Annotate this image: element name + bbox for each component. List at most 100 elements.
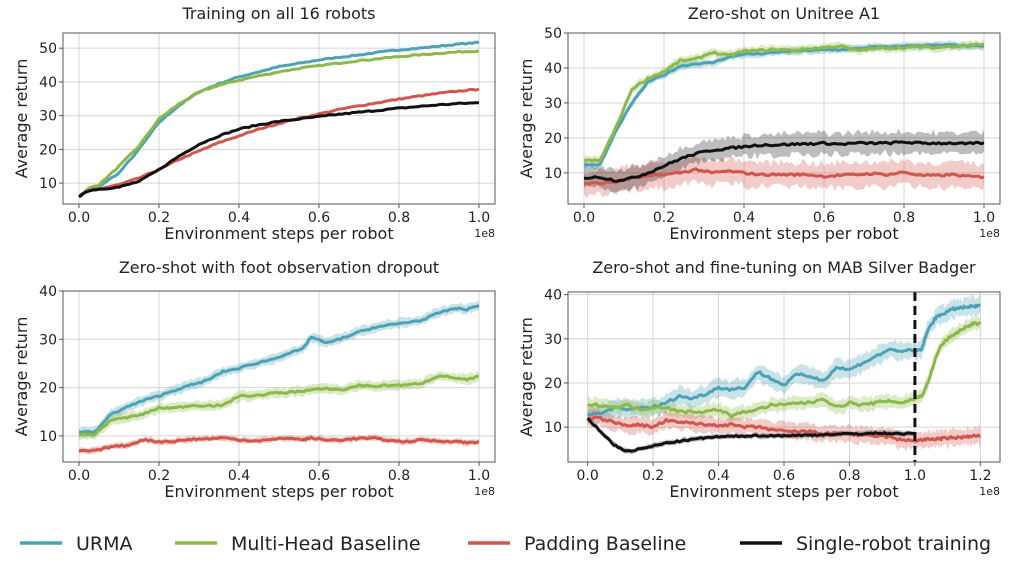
- y-axis-label: Average return: [517, 317, 536, 437]
- legend-item: Single-robot training: [740, 533, 991, 555]
- legend-label: Padding Baseline: [524, 533, 686, 555]
- x-axis-multiplier: 1e8: [474, 227, 495, 240]
- y-axis-label: Average return: [12, 317, 31, 437]
- x-tick-label: 0.6: [813, 210, 835, 226]
- plot-area: [78, 300, 480, 455]
- confidence-band: [587, 314, 981, 422]
- x-tick-label: 0.8: [893, 210, 915, 226]
- x-tick-label: 0.8: [838, 468, 860, 484]
- x-axis-label: Environment steps per robot: [164, 224, 393, 243]
- x-tick-label: 0.6: [773, 468, 795, 484]
- x-axis-label: Environment steps per robot: [669, 482, 898, 501]
- panel-4: Zero-shot and fine-tuning on MAB Silver …: [517, 258, 1001, 501]
- series-line-multi-head-baseline: [79, 374, 480, 437]
- plot-area: [583, 39, 985, 199]
- x-tick-label: 1.0: [973, 210, 995, 226]
- legend-item: URMA: [20, 533, 133, 555]
- confidence-band: [79, 370, 479, 441]
- x-tick-label: 0.4: [707, 468, 729, 484]
- x-axis-multiplier: 1e8: [474, 485, 495, 498]
- x-tick-label: 1.2: [969, 468, 991, 484]
- series-line-padding-baseline: [583, 167, 985, 186]
- plot-area: [77, 40, 480, 199]
- y-tick-label: 30: [39, 109, 57, 125]
- x-tick-label: 0.6: [308, 210, 330, 226]
- legend: URMA Multi-Head Baseline Padding Baseline S…: [20, 533, 991, 555]
- legend-item: Padding Baseline: [468, 533, 686, 555]
- y-tick-label: 20: [544, 131, 562, 147]
- panel-2: Zero-shot on Unitree A1 0.0 0.2 0.4 0.6 0.8 1.…: [517, 4, 1001, 243]
- legend-label: URMA: [76, 533, 133, 555]
- series-line-urma: [77, 40, 480, 198]
- series-line-urma: [586, 303, 981, 417]
- x-axis-label: Environment steps per robot: [164, 482, 393, 501]
- y-tick-label: 50: [39, 41, 57, 57]
- chart-title: Training on all 16 robots: [181, 4, 375, 23]
- series-line-multi-head-baseline: [77, 49, 480, 198]
- legend-label: Multi-Head Baseline: [231, 533, 421, 555]
- x-tick-label: 0.4: [228, 468, 250, 484]
- series-line-single-robot-training: [78, 101, 479, 198]
- y-tick-label: 20: [39, 142, 57, 158]
- series-line-multi-head-baseline: [583, 42, 985, 163]
- x-tick-label: 0.4: [228, 210, 250, 226]
- series-line-padding-baseline: [78, 435, 480, 453]
- y-tick-label: 30: [544, 332, 562, 348]
- series-line-padding-baseline: [587, 415, 981, 443]
- y-tick-label: 10: [39, 176, 57, 192]
- x-axis-label: Environment steps per robot: [669, 224, 898, 243]
- x-tick-label: 1.0: [904, 468, 926, 484]
- confidence-band: [584, 155, 984, 199]
- panel-1: Training on all 16 robots 0.0 0.2 0.4 0.6 0.8…: [12, 4, 496, 243]
- y-axis-label: Average return: [12, 59, 31, 179]
- axes-frame: [62, 32, 496, 205]
- x-tick-label: 1.0: [468, 468, 490, 484]
- y-tick-label: 10: [544, 420, 562, 436]
- x-tick-label: 0.2: [148, 468, 170, 484]
- x-tick-label: 1.0: [468, 210, 490, 226]
- y-tick-label: 20: [39, 381, 57, 397]
- legend-label: Single-robot training: [796, 533, 991, 555]
- x-tick-label: 0.6: [308, 468, 330, 484]
- legend-item: Multi-Head Baseline: [175, 533, 421, 555]
- confidence-band: [584, 128, 984, 193]
- axes-frame: [62, 290, 496, 463]
- plot-area: [586, 294, 982, 455]
- y-tick-label: 10: [39, 429, 57, 445]
- x-tick-label: 0.8: [388, 210, 410, 226]
- y-tick-label: 10: [544, 166, 562, 182]
- y-tick-label: 40: [544, 288, 562, 304]
- y-tick-label: 40: [39, 75, 57, 91]
- y-axis-label: Average return: [517, 59, 536, 179]
- confidence-band: [587, 294, 981, 424]
- x-tick-label: 0.0: [577, 468, 599, 484]
- x-tick-label: 0.8: [388, 468, 410, 484]
- x-tick-label: 0.0: [68, 468, 90, 484]
- series-line-multi-head-baseline: [587, 320, 982, 419]
- x-tick-label: 0.0: [68, 210, 90, 226]
- x-tick-label: 0.2: [653, 210, 675, 226]
- panel-3: Zero-shot with foot observation dropout 0…: [12, 258, 496, 501]
- x-tick-label: 0.4: [733, 210, 755, 226]
- y-tick-label: 30: [39, 332, 57, 348]
- y-tick-label: 40: [39, 284, 57, 300]
- y-tick-label: 50: [544, 26, 562, 42]
- series-line-single-robot-training: [583, 140, 985, 184]
- chart-title: Zero-shot on Unitree A1: [688, 4, 880, 23]
- series-line-padding-baseline: [78, 87, 480, 199]
- x-axis-multiplier: 1e8: [979, 227, 1000, 240]
- confidence-band: [79, 41, 479, 198]
- chart-title: Zero-shot and fine-tuning on MAB Silver …: [592, 258, 976, 277]
- x-axis-multiplier: 1e8: [979, 485, 1000, 498]
- y-tick-label: 40: [544, 61, 562, 77]
- x-tick-label: 0.0: [573, 210, 595, 226]
- chart-title: Zero-shot with foot observation dropout: [119, 258, 439, 277]
- series-line-single-robot-training: [586, 417, 916, 453]
- y-tick-label: 30: [544, 96, 562, 112]
- axes-frame: [567, 32, 1001, 205]
- x-tick-label: 0.2: [148, 210, 170, 226]
- y-tick-label: 20: [544, 376, 562, 392]
- x-tick-label: 0.2: [642, 468, 664, 484]
- series-line-urma: [78, 304, 480, 435]
